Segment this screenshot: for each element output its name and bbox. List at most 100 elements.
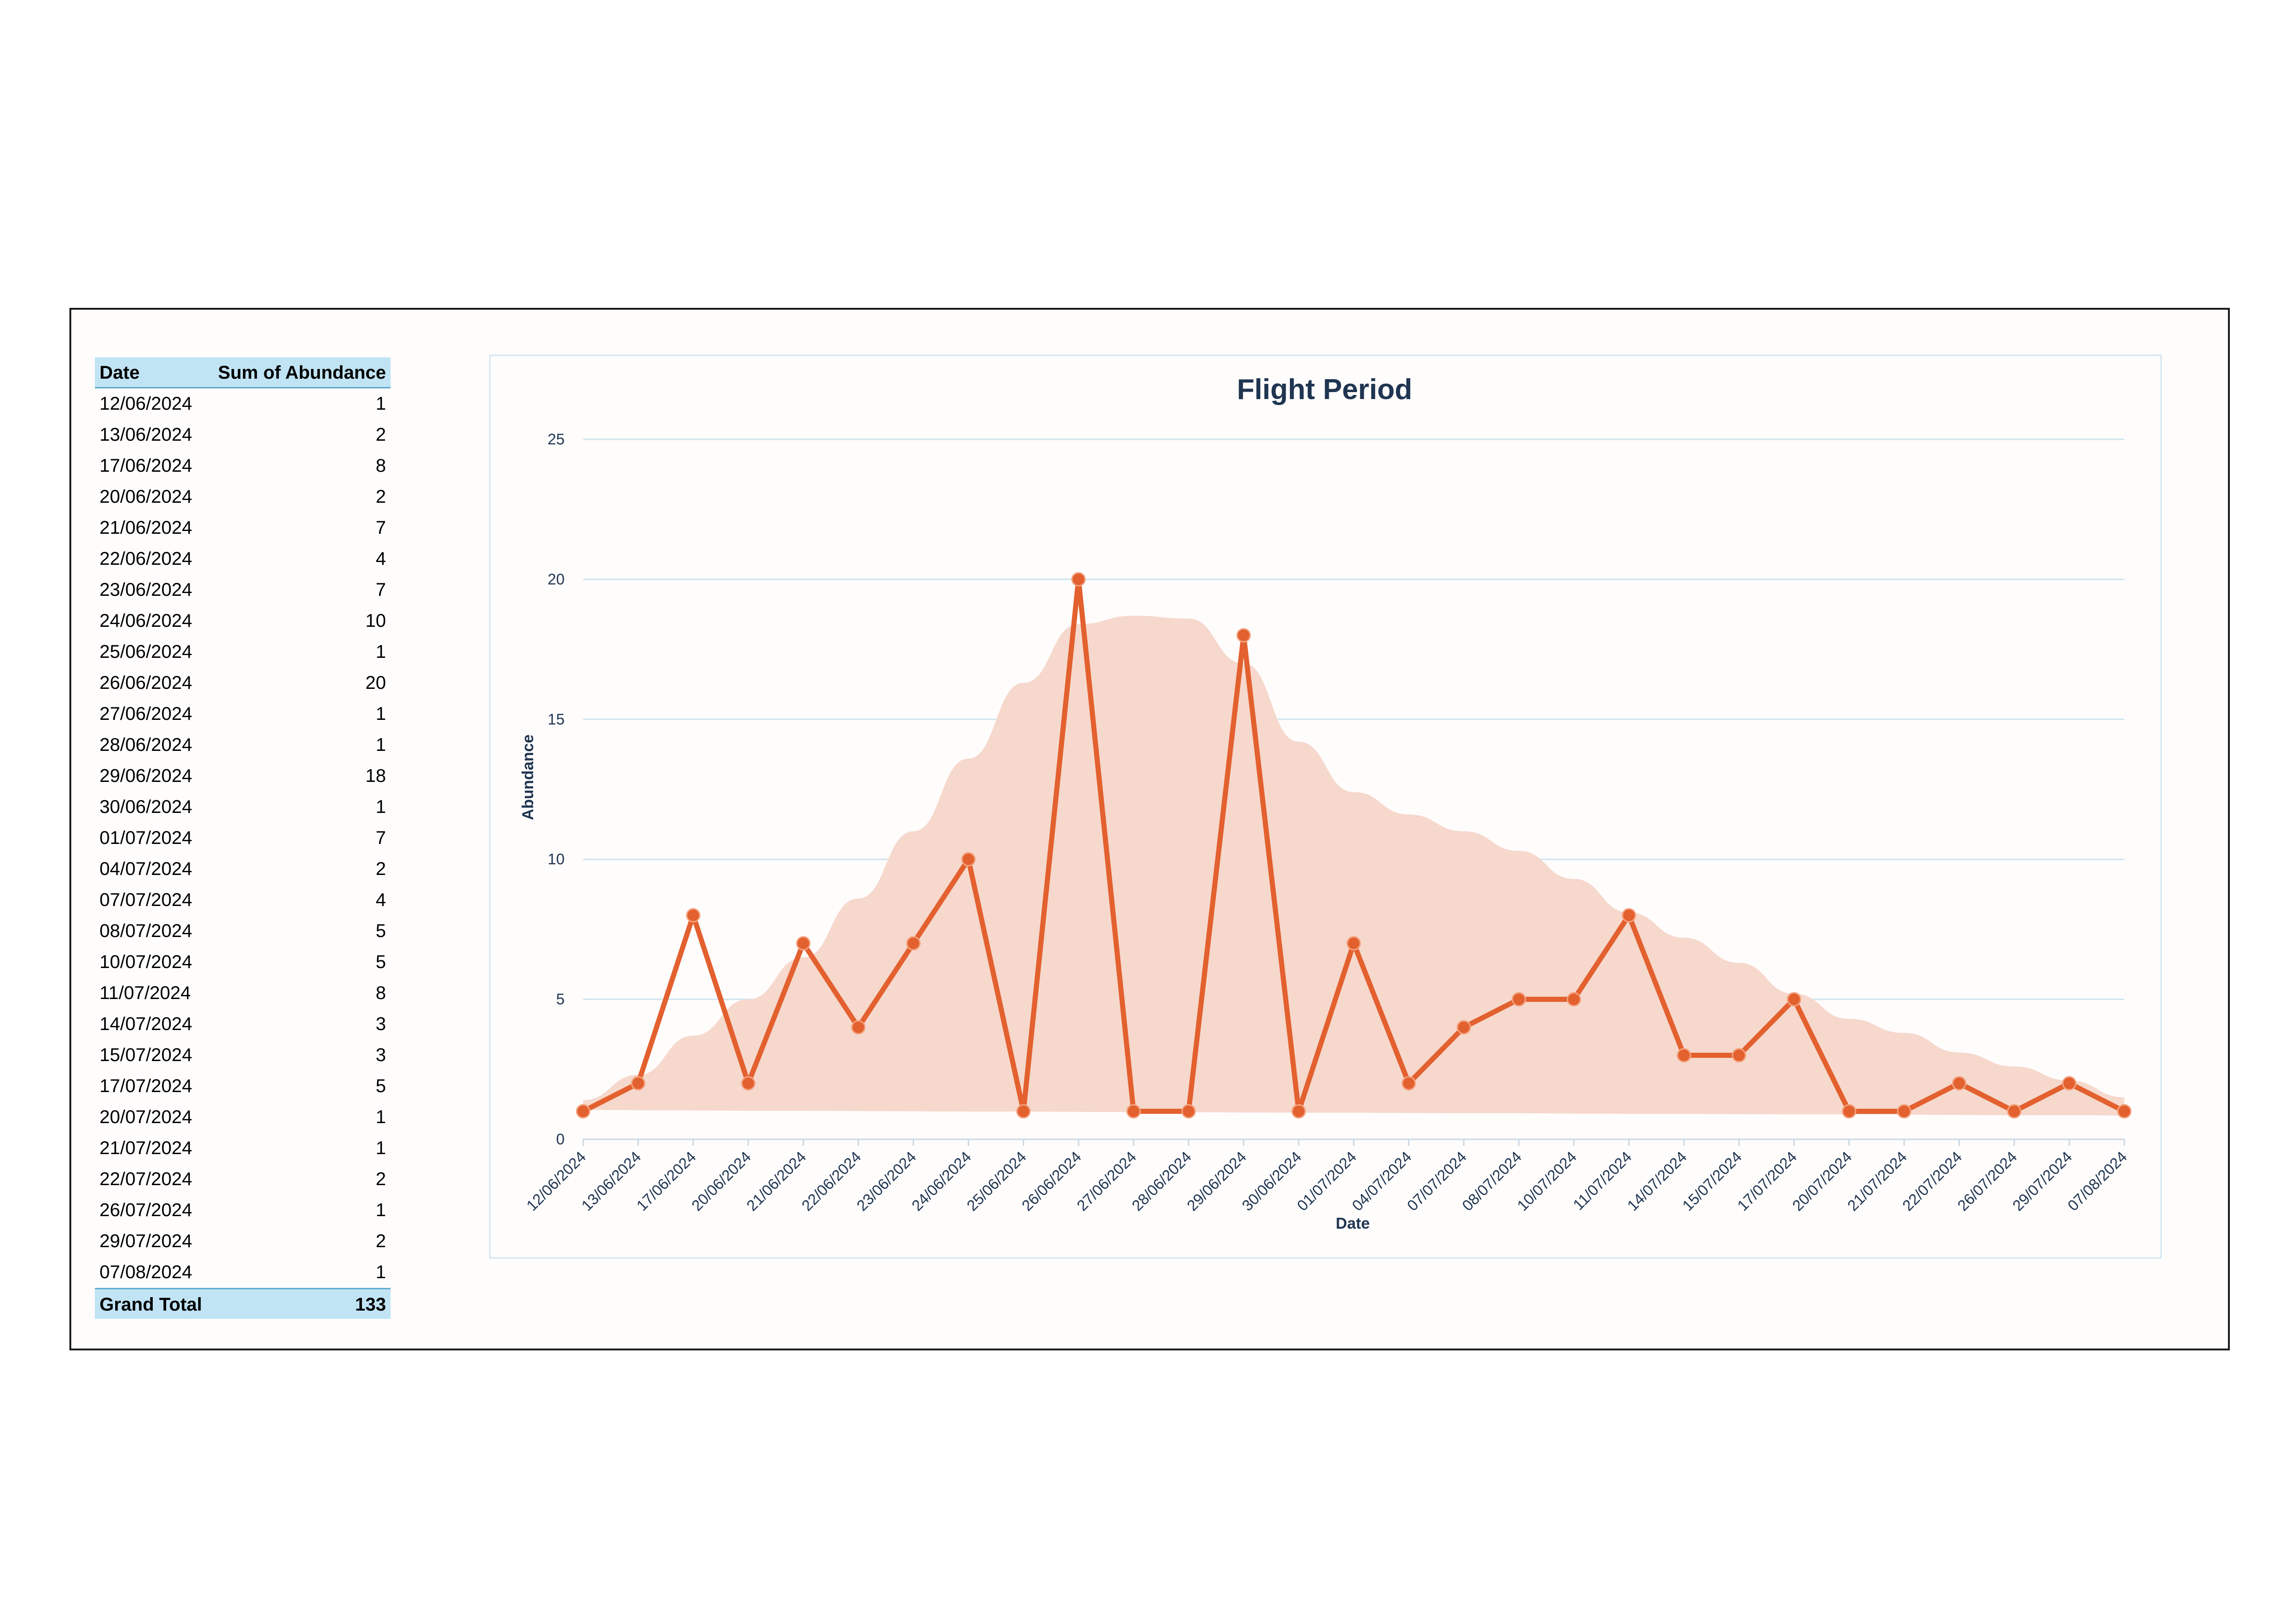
pivot-row[interactable]: 10/07/2024 5 bbox=[95, 947, 391, 978]
x-tick-label: 14/07/2024 bbox=[1624, 1148, 1690, 1214]
pivot-row-date: 17/06/2024 bbox=[100, 456, 193, 476]
data-point[interactable] bbox=[1291, 1104, 1306, 1119]
pivot-row-value: 3 bbox=[375, 1014, 386, 1034]
pivot-row-date: 22/06/2024 bbox=[100, 549, 193, 569]
data-point[interactable] bbox=[2007, 1104, 2022, 1119]
pivot-row-date: 27/06/2024 bbox=[100, 704, 193, 724]
data-point[interactable] bbox=[2117, 1104, 2132, 1119]
x-tick-label: 28/06/2024 bbox=[1128, 1148, 1195, 1214]
x-tick-label: 21/07/2024 bbox=[1844, 1148, 1910, 1214]
data-point[interactable] bbox=[1071, 572, 1086, 587]
chart-title: Flight Period bbox=[1237, 374, 1412, 406]
pivot-row[interactable]: 08/07/2024 5 bbox=[95, 916, 391, 947]
pivot-row[interactable]: 01/07/2024 7 bbox=[95, 823, 391, 854]
pivot-row-value: 5 bbox=[375, 921, 386, 941]
data-point[interactable] bbox=[686, 908, 701, 923]
pivot-row[interactable]: 20/06/2024 2 bbox=[95, 481, 391, 512]
data-point[interactable] bbox=[851, 1020, 866, 1035]
pivot-row[interactable]: 04/07/2024 2 bbox=[95, 854, 391, 885]
pivot-row[interactable]: 14/07/2024 3 bbox=[95, 1009, 391, 1040]
pivot-header-date[interactable]: Date bbox=[100, 362, 140, 383]
pivot-row-date: 21/06/2024 bbox=[100, 518, 193, 538]
data-point[interactable] bbox=[1622, 908, 1636, 923]
pivot-row[interactable]: 07/08/2024 1 bbox=[95, 1257, 391, 1288]
x-tick-label: 27/06/2024 bbox=[1073, 1148, 1139, 1214]
pivot-row[interactable]: 28/06/2024 1 bbox=[95, 730, 391, 761]
pivot-row[interactable]: 29/07/2024 2 bbox=[95, 1226, 391, 1257]
pivot-row[interactable]: 17/06/2024 8 bbox=[95, 450, 391, 481]
data-point[interactable] bbox=[961, 852, 976, 867]
pivot-total-value: 133 bbox=[355, 1294, 386, 1315]
pivot-row[interactable]: 26/07/2024 1 bbox=[95, 1195, 391, 1226]
pivot-row[interactable]: 13/06/2024 2 bbox=[95, 419, 391, 450]
data-point[interactable] bbox=[1181, 1104, 1196, 1119]
pivot-row-date: 22/07/2024 bbox=[100, 1169, 193, 1189]
x-axis-ticks: 12/06/202413/06/202417/06/202420/06/2024… bbox=[523, 1139, 2130, 1214]
pivot-header-row[interactable]: Date Sum of Abundance bbox=[95, 357, 391, 388]
chart-area[interactable]: 0 5 10 15 20 25 12/06/2024 13/06/2024 17/06/202… bbox=[489, 355, 2162, 1259]
pivot-row-value: 1 bbox=[375, 1200, 386, 1220]
data-point[interactable] bbox=[796, 936, 811, 951]
data-point[interactable] bbox=[1401, 1076, 1416, 1091]
x-tick-label: 23/06/2024 bbox=[853, 1148, 920, 1214]
pivot-row-date: 11/07/2024 bbox=[100, 983, 191, 1003]
data-point[interactable] bbox=[1016, 1104, 1031, 1119]
data-point[interactable] bbox=[741, 1076, 756, 1091]
data-point[interactable] bbox=[2062, 1076, 2077, 1091]
pivot-row[interactable]: 22/06/2024 4 bbox=[95, 543, 391, 575]
pivot-row-value: 2 bbox=[375, 859, 386, 879]
pivot-row[interactable]: 22/07/2024 2 bbox=[95, 1164, 391, 1195]
data-point[interactable] bbox=[1952, 1076, 1966, 1091]
y-tick-label: 10 bbox=[548, 850, 565, 868]
data-point[interactable] bbox=[1677, 1048, 1692, 1063]
pivot-row[interactable]: 30/06/2024 1 bbox=[95, 792, 391, 823]
pivot-row-date: 30/06/2024 bbox=[100, 797, 193, 817]
pivot-row-value: 8 bbox=[375, 983, 386, 1003]
pivot-row[interactable]: 12/06/2024 1 bbox=[95, 388, 391, 419]
data-point[interactable] bbox=[1346, 936, 1361, 951]
pivot-row-value: 7 bbox=[375, 580, 386, 600]
pivot-total-row[interactable]: Grand Total 133 bbox=[95, 1288, 391, 1319]
pivot-row[interactable]: 27/06/2024 1 bbox=[95, 699, 391, 730]
pivot-row[interactable]: 15/07/2024 3 bbox=[95, 1040, 391, 1071]
pivot-row-value: 2 bbox=[375, 425, 386, 445]
pivot-row[interactable]: 29/06/2024 18 bbox=[95, 761, 391, 792]
pivot-row-date: 26/07/2024 bbox=[100, 1200, 193, 1220]
pivot-row[interactable]: 23/06/2024 7 bbox=[95, 575, 391, 606]
y-tick-label: 5 bbox=[556, 991, 565, 1008]
pivot-total-label: Grand Total bbox=[100, 1294, 202, 1315]
x-tick-label: 12/06/2024 bbox=[523, 1148, 589, 1214]
pivot-row[interactable]: 24/06/2024 10 bbox=[95, 606, 391, 637]
y-axis-ticks: 0 5 10 15 20 25 bbox=[548, 431, 565, 1148]
pivot-row[interactable]: 21/07/2024 1 bbox=[95, 1133, 391, 1164]
data-point[interactable] bbox=[1126, 1104, 1141, 1119]
data-point[interactable] bbox=[1567, 992, 1581, 1007]
data-point[interactable] bbox=[1842, 1104, 1856, 1119]
pivot-row[interactable]: 07/07/2024 4 bbox=[95, 885, 391, 916]
pivot-row-date: 08/07/2024 bbox=[100, 921, 193, 941]
pivot-row-date: 12/06/2024 bbox=[100, 394, 193, 414]
pivot-row[interactable]: 25/06/2024 1 bbox=[95, 637, 391, 668]
data-point[interactable] bbox=[631, 1076, 646, 1091]
pivot-row-date: 20/07/2024 bbox=[100, 1107, 193, 1127]
pivot-row[interactable]: 21/06/2024 7 bbox=[95, 512, 391, 543]
pivot-row[interactable]: 17/07/2024 5 bbox=[95, 1071, 391, 1102]
x-axis-label: Date bbox=[1336, 1215, 1370, 1232]
pivot-row-value: 5 bbox=[375, 952, 386, 972]
data-point[interactable] bbox=[1512, 992, 1526, 1007]
pivot-row[interactable]: 26/06/2024 20 bbox=[95, 668, 391, 699]
data-point[interactable] bbox=[1786, 992, 1801, 1007]
data-point[interactable] bbox=[1456, 1020, 1471, 1035]
data-point[interactable] bbox=[576, 1104, 591, 1119]
pivot-row[interactable]: 11/07/2024 8 bbox=[95, 978, 391, 1009]
data-point[interactable] bbox=[906, 936, 921, 951]
y-tick-label: 15 bbox=[548, 711, 565, 728]
pivot-header-sum[interactable]: Sum of Abundance bbox=[218, 362, 386, 383]
pivot-row-date: 28/06/2024 bbox=[100, 735, 193, 755]
data-point[interactable] bbox=[1236, 628, 1251, 643]
x-tick-label: 17/06/2024 bbox=[633, 1148, 699, 1214]
x-tick-label: 10/07/2024 bbox=[1514, 1148, 1580, 1214]
data-point[interactable] bbox=[1732, 1048, 1746, 1063]
data-point[interactable] bbox=[1897, 1104, 1911, 1119]
pivot-row[interactable]: 20/07/2024 1 bbox=[95, 1102, 391, 1133]
